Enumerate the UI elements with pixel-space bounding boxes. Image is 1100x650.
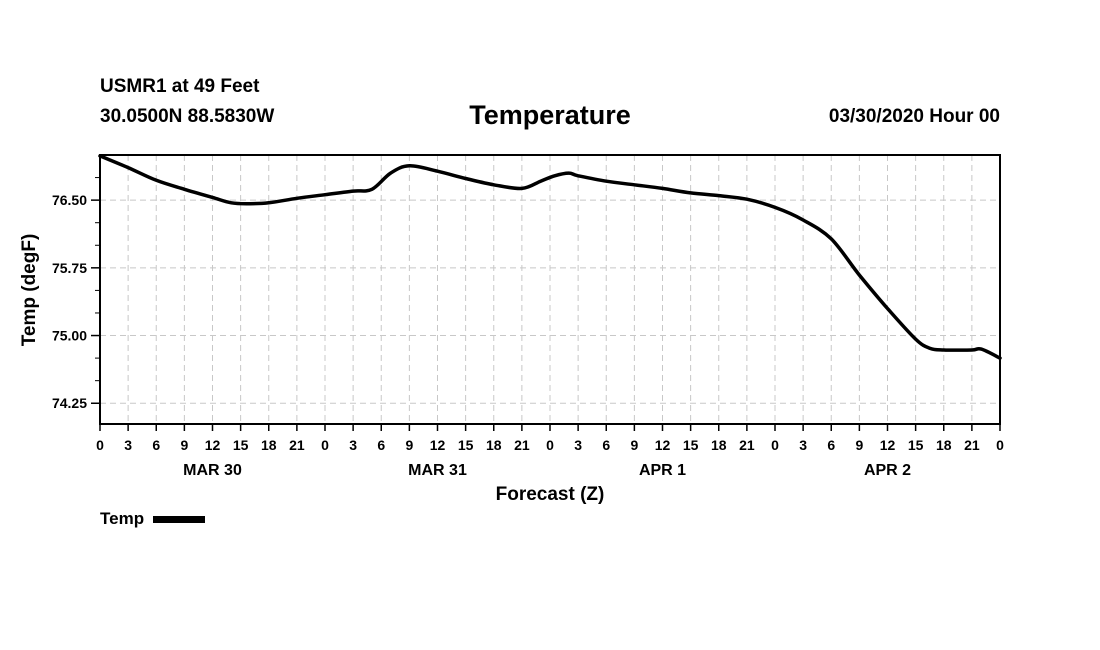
x-tick-label: 12 <box>205 437 221 453</box>
plot-frame <box>99 154 1001 425</box>
x-tick-label: 6 <box>602 437 610 453</box>
y-tick-labels: 74.25 75.00 75.75 76.50 <box>52 192 87 411</box>
x-tick-label: 9 <box>630 437 638 453</box>
x-tick-label: 18 <box>711 437 727 453</box>
x-tick-label: 15 <box>233 437 249 453</box>
day-labels: MAR 30 MAR 31 APR 1 APR 2 <box>183 462 911 479</box>
y-tick-label: 75.00 <box>52 328 87 344</box>
x-tick-label: 9 <box>405 437 413 453</box>
x-tick-label: 0 <box>321 437 329 453</box>
grid-lines <box>100 155 1000 424</box>
legend: Temp <box>100 509 206 529</box>
x-tick-label: 18 <box>486 437 502 453</box>
x-axis-label: Forecast (Z) <box>496 484 605 505</box>
y-axis-label: Temp (degF) <box>19 234 40 347</box>
x-tick-label: 0 <box>771 437 779 453</box>
x-tick-label: 12 <box>880 437 896 453</box>
day-label: MAR 31 <box>408 462 467 479</box>
x-tick-label: 15 <box>908 437 924 453</box>
axis-ticks <box>91 177 1001 431</box>
x-tick-label: 9 <box>180 437 188 453</box>
x-tick-label: 0 <box>96 437 104 453</box>
x-tick-label: 12 <box>655 437 671 453</box>
x-tick-label: 3 <box>799 437 807 453</box>
x-tick-label: 12 <box>430 437 446 453</box>
y-tick-label: 76.50 <box>52 192 87 208</box>
x-tick-label: 6 <box>827 437 835 453</box>
station-label: USMR1 at 49 Feet <box>100 76 260 97</box>
x-tick-label: 6 <box>152 437 160 453</box>
x-tick-label: 21 <box>289 437 305 453</box>
x-tick-label: 21 <box>514 437 530 453</box>
chart-title: Temperature <box>469 100 631 130</box>
x-tick-label: 0 <box>996 437 1004 453</box>
x-tick-label: 3 <box>349 437 357 453</box>
x-tick-label: 21 <box>964 437 980 453</box>
y-tick-label: 75.75 <box>52 260 87 276</box>
legend-swatch-temp <box>153 515 206 523</box>
x-tick-labels: 0 3 6 9 12 15 18 21 0 3 6 9 12 15 18 21 0 3 6 9 12 15 18 21 0 3 6 9… <box>96 437 1004 453</box>
x-tick-label: 3 <box>574 437 582 453</box>
coordinates-label: 30.0500N 88.5830W <box>100 106 275 127</box>
x-tick-label: 9 <box>855 437 863 453</box>
day-label: APR 1 <box>639 462 686 479</box>
day-label: APR 2 <box>864 462 911 479</box>
x-tick-label: 15 <box>458 437 474 453</box>
series-line-temp <box>98 154 1002 360</box>
x-tick-label: 0 <box>546 437 554 453</box>
x-tick-label: 18 <box>261 437 277 453</box>
legend-label-temp: Temp <box>100 509 145 528</box>
x-tick-label: 15 <box>683 437 699 453</box>
y-tick-label: 74.25 <box>52 395 87 411</box>
forecast-datetime: 03/30/2020 Hour 00 <box>828 106 1000 127</box>
x-tick-label: 21 <box>739 437 755 453</box>
x-tick-label: 6 <box>377 437 385 453</box>
x-tick-label: 3 <box>124 437 132 453</box>
x-tick-label: 18 <box>936 437 952 453</box>
day-label: MAR 30 <box>183 462 242 479</box>
